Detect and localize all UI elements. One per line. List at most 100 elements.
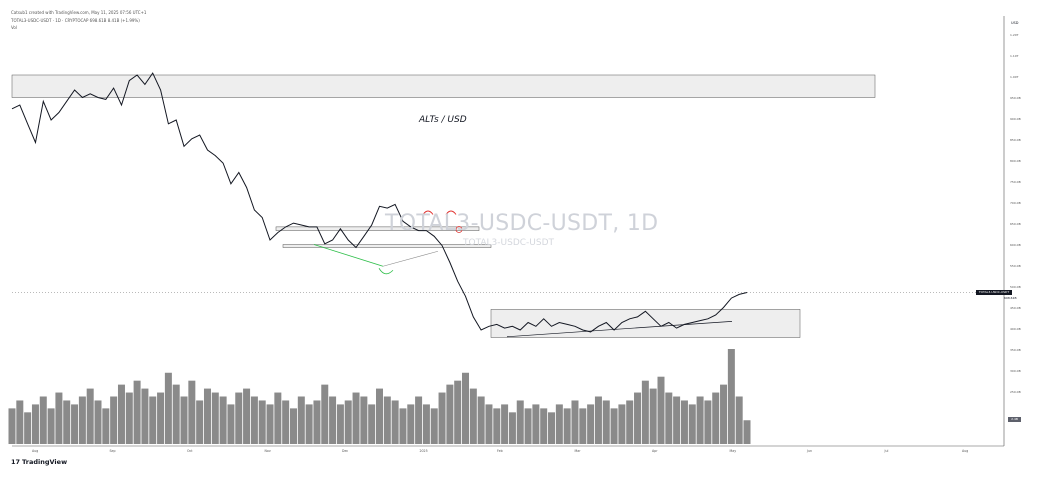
volume-bar [235,392,243,444]
volume-bar [8,408,16,444]
x-tick-label: Apr [652,449,658,453]
volume-bar [243,388,251,444]
volume-bar [602,400,610,444]
y-tick-label: 950.0B [1010,96,1021,100]
volume-bar [462,372,470,444]
y-tick-label: 900.0B [1010,117,1021,121]
x-tick-label: Sep [110,449,116,453]
annotation-layer [12,210,1004,338]
volume-bar [110,396,118,444]
volume-bar [16,400,24,444]
volume-bar [321,384,329,444]
volume-bar [164,372,172,444]
y-tick-label: 600.0B [1010,243,1021,247]
x-tick-label: Aug [962,449,968,453]
chart-header-volume: Vol [11,25,17,30]
volume-bar [594,396,602,444]
volume-bar [563,408,571,444]
volume-bar [336,404,344,444]
volume-bar [508,412,516,444]
volume-bar [415,396,423,444]
volume-bar [727,349,735,444]
red-break-marker [455,226,463,233]
volume-bar [352,392,360,444]
volume-bar [610,408,618,444]
volume-bar [477,396,485,444]
zone-range-top [275,226,480,231]
volume-bar [657,376,665,444]
volume-bar [712,392,720,444]
volume-bar [743,420,751,444]
x-tick-label: Mar [575,449,582,453]
volume-bar [368,404,376,444]
y-tick-label: 850.0B [1010,138,1021,142]
y-tick-label: 1.20T [1010,33,1019,37]
volume-bar [493,408,501,444]
volume-bar [360,396,368,444]
volume-bar [688,404,696,444]
volume-layer [8,349,751,444]
volume-bar [735,396,743,444]
volume-badge: 2.4B [1008,417,1021,422]
tradingview-logo[interactable]: 17 TradingView [11,458,67,466]
green-arc [378,268,394,275]
volume-bar [548,412,556,444]
chart-header-symbol[interactable]: TOTAL3-USDC-USDT · 1D · CRYPTOCAP 698.61… [11,18,140,23]
red-top-arc-1 [422,210,434,215]
volume-bar [47,408,55,444]
y-tick-label: 1.00T [1010,75,1019,79]
volume-bar [399,408,407,444]
volume-bar [55,392,63,444]
volume-bar [227,404,235,444]
volume-bar [305,404,313,444]
symbol-watermark: TOTAL3-USDC-USDT, 1D [385,211,659,236]
volume-bar [579,408,587,444]
red-top-arc-2 [445,210,457,215]
volume-bar [219,396,227,444]
y-tick-label: 350.0B [1010,348,1021,352]
x-tick-label: May [730,449,737,453]
x-tick-label: Jun [806,449,812,453]
volume-bar [39,396,47,444]
volume-bar [141,388,149,444]
volume-bar [587,404,595,444]
volume-bar [180,396,188,444]
axes-layer: USD 1.20T 1.10T 1.00T 950.0B 900.0B 850.0B 800.… [12,16,1021,453]
chart-annotation: ALTs / USD [419,115,467,125]
current-price-value: 698.61B [1004,295,1017,300]
volume-bar [383,396,391,444]
volume-bar [376,388,383,444]
volume-bar [634,392,642,444]
y-tick-label: 250.0B [1010,390,1021,394]
zone-range-bottom [282,244,492,248]
volume-bar [649,388,657,444]
x-tick-label: Nov [265,449,271,453]
volume-bar [133,380,141,444]
volume-bar [696,396,704,444]
volume-bar [117,384,125,444]
volume-bar [157,392,165,444]
volume-bar [71,404,79,444]
x-tick-label: Aug [32,449,38,453]
y-tick-label: 400.0B [1010,327,1021,331]
volume-bar [31,404,39,444]
x-tick-label: 2025 [420,449,428,453]
chart-header-line1: Catsub1 created with TradingView.com, Ma… [11,10,147,15]
volume-bar [532,404,540,444]
y-tick-label: 650.0B [1010,222,1021,226]
volume-bar [720,384,728,444]
x-tick-label: Dec [342,449,348,453]
current-price-label: TOTAL3-USDC-USDT [976,290,1012,295]
volume-bar [704,400,712,444]
volume-bar [196,400,204,444]
volume-bar [258,400,266,444]
volume-bar [407,404,415,444]
volume-bar [211,392,219,444]
y-tick-label: 550.0B [1010,264,1021,268]
x-tick-label: Feb [497,449,503,453]
tradingview-logo-icon: 17 [11,458,21,466]
rising-support-line [506,321,733,338]
volume-bar [250,396,258,444]
volume-bar [571,400,579,444]
